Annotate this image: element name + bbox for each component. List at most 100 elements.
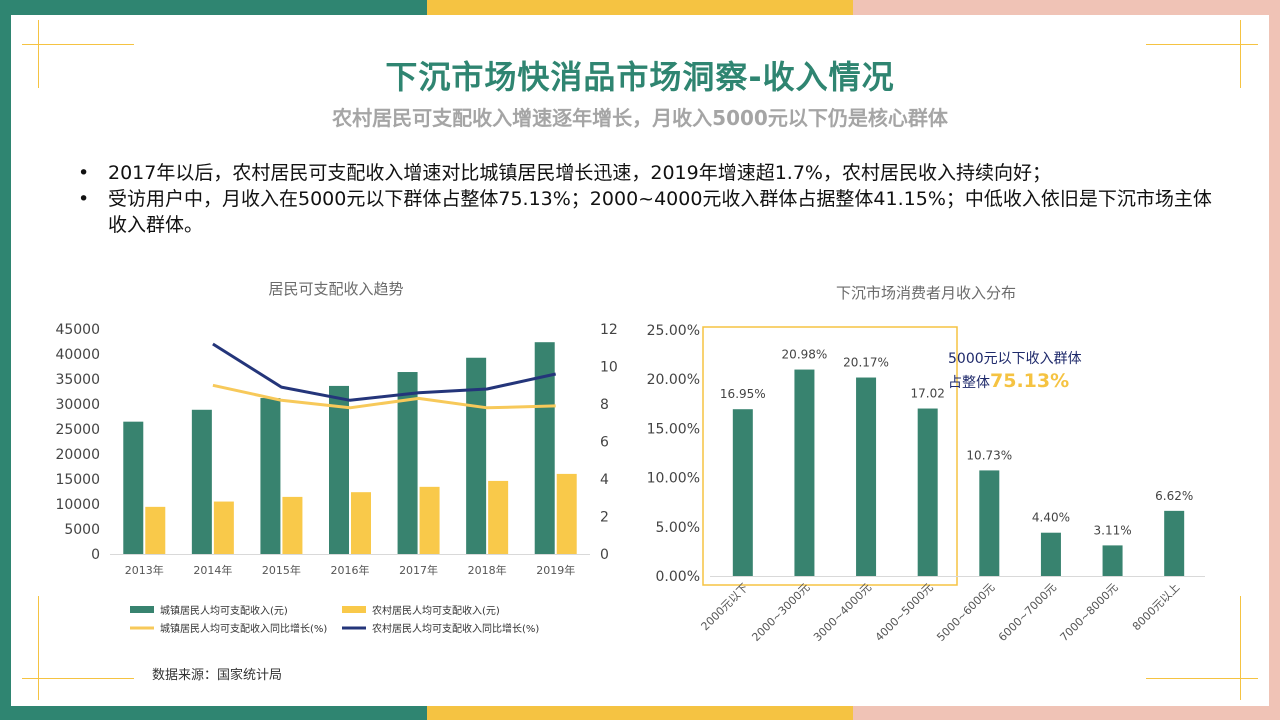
bullet-text: 受访用户中，月收入在5000元以下群体占整体75.13%；2000~4000元收… (108, 188, 1212, 236)
legend-label-urban-growth: 城镇居民人均可支配收入同比增长(%) (160, 622, 327, 635)
crop-mark-tr-h (1146, 44, 1258, 45)
bullet-text: 2017年以后，农村居民可支配收入增速对比城镇居民增长迅速，2019年增速超1.… (108, 162, 1051, 184)
y-right-tick-label: 8 (600, 397, 609, 413)
bar-rural-income (419, 486, 440, 554)
x-tick-label: 2016年 (331, 563, 370, 577)
y-right-tick-label: 12 (600, 322, 618, 338)
x-tick-label: 5000~6000元 (934, 581, 997, 644)
bullet-dot: • (78, 162, 90, 184)
bar-rural-income (282, 496, 303, 554)
x-tick-label: 3000~4000元 (811, 581, 874, 644)
y-left-tick-label: 45000 (55, 322, 100, 338)
bottom-edge-pink (853, 706, 1280, 720)
y-left-tick-label: 20000 (55, 447, 100, 463)
legend-label-rural-income: 农村居民人均可支配收入(元) (372, 604, 500, 617)
bar-urban-income (466, 357, 487, 554)
x-tick-label: 2013年 (125, 563, 164, 577)
chart2-title: 下沉市场消费者月收入分布 (836, 284, 1016, 302)
bar-rural-income (488, 480, 509, 554)
bar-income-share (1040, 532, 1061, 576)
data-label: 4.40% (1032, 511, 1070, 525)
chart1-title: 居民可支配收入趋势 (268, 280, 403, 298)
bar-income-share (856, 377, 877, 576)
bar-urban-income (534, 342, 555, 554)
y-left-tick-label: 10000 (55, 497, 100, 513)
legend-swatch-urban-income (130, 606, 154, 613)
bullet-item: • 受访用户中，月收入在5000元以下群体占整体75.13%；2000~4000元… (78, 186, 1218, 238)
bullet-dot: • (78, 188, 90, 210)
income-trend-chart: 居民可支配收入趋势 2013年 2014年 2015年 2016年 2017年 2018年… (55, 280, 618, 683)
data-label: 17.02 (911, 387, 945, 401)
y-right-tick-label: 0 (600, 547, 609, 563)
bottom-edge-yellow (427, 706, 853, 720)
y-left-tick-label: 40000 (55, 347, 100, 363)
data-label: 20.17% (843, 356, 889, 370)
y-tick-label: 0.00% (656, 569, 700, 585)
line-rural-growth (212, 342, 557, 402)
y-right-tick-label: 4 (600, 472, 609, 488)
bar-income-share (917, 408, 938, 576)
page-title: 下沉市场快消品市场洞察-收入情况 (385, 58, 895, 96)
bar-income-share (979, 470, 1000, 576)
crop-mark-bl-v (38, 596, 39, 700)
crop-mark-tl-h (22, 44, 134, 45)
bar-rural-income (213, 501, 234, 554)
y-left-tick-label: 30000 (55, 397, 100, 413)
y-right-tick-label: 2 (600, 510, 609, 526)
y-left-tick-label: 15000 (55, 472, 100, 488)
right-edge-pink (1269, 0, 1280, 720)
income-distribution-chart: 下沉市场消费者月收入分布 16.95% 2000元以下 20.98% 2000~300… (647, 284, 1205, 644)
bar-urban-income (329, 385, 349, 554)
crop-mark-tl-v (38, 20, 39, 88)
top-edge-green (0, 0, 427, 15)
data-label: 3.11% (1094, 523, 1132, 537)
page-subtitle: 农村居民可支配收入增速逐年增长，月收入5000元以下仍是核心群体 (332, 106, 948, 130)
x-tick-label: 4000~5000元 (873, 581, 936, 644)
x-tick-label: 2000~3000元 (749, 581, 812, 644)
x-tick-label: 2019年 (536, 563, 575, 577)
bar-income-share (732, 409, 753, 576)
bar-income-share (794, 369, 815, 576)
y-left-tick-label: 5000 (64, 522, 100, 538)
annotation-line2: 占整体75.13% (948, 370, 1069, 392)
y-left-tick-label: 0 (91, 547, 100, 563)
data-label: 6.62% (1155, 489, 1193, 503)
x-tick-label: 2014年 (193, 563, 232, 577)
bar-rural-income (145, 506, 166, 554)
left-edge-green (0, 0, 11, 720)
bar-income-share (1102, 545, 1123, 576)
legend-label-urban-income: 城镇居民人均可支配收入(元) (160, 604, 288, 617)
y-tick-label: 25.00% (647, 323, 700, 339)
crop-mark-br-h (1146, 678, 1258, 679)
line-urban-growth (212, 383, 556, 410)
x-tick-label: 2015年 (262, 563, 301, 577)
y-left-tick-label: 35000 (55, 372, 100, 388)
x-tick-label: 2017年 (399, 563, 438, 577)
x-tick-label: 2000元以下 (699, 581, 751, 633)
annotation-line1: 5000元以下收入群体 (948, 351, 1082, 367)
y-right-tick-label: 10 (600, 360, 618, 376)
bar-urban-income (191, 409, 212, 554)
legend-swatch-rural-income (342, 606, 366, 613)
legend-label-rural-growth: 农村居民人均可支配收入同比增长(%) (372, 622, 539, 635)
annotation-prefix: 占整体 (948, 375, 990, 391)
x-tick-label: 2018年 (468, 563, 507, 577)
bar-urban-income (397, 372, 418, 554)
annotation-highlight: 75.13% (990, 370, 1069, 392)
crop-mark-tr-v (1240, 20, 1241, 88)
data-label: 10.73% (966, 448, 1012, 462)
bar-urban-income (123, 421, 144, 554)
crop-mark-br-v (1240, 596, 1241, 700)
crop-mark-bl-h (22, 678, 134, 679)
bottom-edge-green (0, 706, 427, 720)
data-label: 20.98% (782, 348, 828, 362)
y-left-tick-label: 25000 (55, 422, 100, 438)
data-label: 16.95% (720, 387, 766, 401)
bar-rural-income (351, 492, 371, 554)
y-tick-label: 5.00% (656, 520, 700, 536)
top-edge-pink (853, 0, 1280, 15)
bullet-list: • 2017年以后，农村居民可支配收入增速对比城镇居民增长迅速，2019年增速超1… (78, 160, 1218, 238)
bar-urban-income (260, 398, 281, 554)
bar-rural-income (556, 473, 577, 554)
x-tick-label: 8000元以上 (1130, 581, 1182, 633)
